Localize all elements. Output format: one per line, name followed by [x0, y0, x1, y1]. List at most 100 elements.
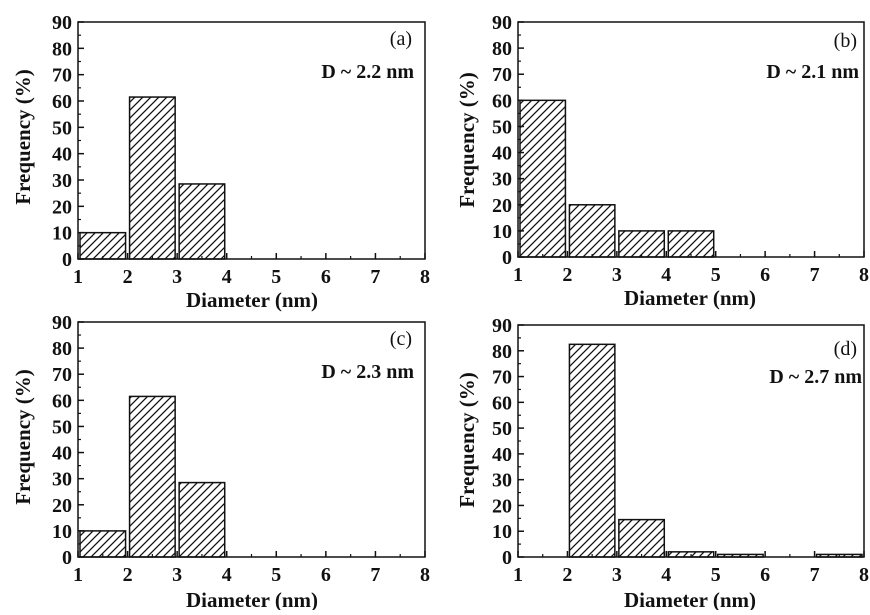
- y-tick-label: 30: [492, 169, 512, 191]
- panel-b: (b) D ~ 2.1 nm Diameter (nm) Frequency (…: [455, 12, 869, 310]
- y-tick-label: 10: [52, 223, 72, 245]
- x-tick-label: 7: [370, 564, 380, 586]
- histogram-bar: [178, 183, 226, 260]
- x-tick-label: 3: [172, 266, 182, 288]
- x-tick-label: 2: [123, 266, 133, 288]
- y-tick-label: 40: [492, 444, 512, 466]
- y-tick-label: 90: [492, 12, 512, 34]
- x-tick-label: 7: [370, 266, 380, 288]
- y-tick-label: 90: [492, 315, 512, 337]
- x-tick-label: 4: [222, 564, 232, 586]
- histogram-bar: [618, 518, 666, 558]
- y-tick-label: 80: [492, 341, 512, 363]
- x-tick-label: 7: [810, 564, 820, 586]
- panel-label: (b): [834, 30, 857, 52]
- mean-diameter-annotation: D ~ 2.1 nm: [766, 61, 859, 83]
- panel-label: (a): [390, 28, 412, 50]
- x-axis-title: Diameter (nm): [186, 288, 318, 312]
- y-tick-label: 0: [62, 547, 72, 569]
- panel-label: (d): [834, 338, 857, 360]
- y-tick-label: 80: [52, 38, 72, 60]
- x-tick-label: 8: [420, 564, 430, 586]
- y-tick-label: 20: [52, 495, 72, 517]
- y-tick-label: 80: [492, 38, 512, 60]
- x-tick-label: 5: [271, 564, 281, 586]
- x-tick-label: 4: [661, 564, 671, 586]
- y-tick-label: 0: [502, 547, 512, 569]
- x-tick-label: 1: [73, 266, 83, 288]
- y-tick-label: 50: [52, 416, 72, 438]
- x-tick-label: 8: [859, 564, 869, 586]
- histogram-bar: [128, 395, 176, 558]
- y-tick-label: 70: [52, 364, 72, 386]
- y-tick-label: 50: [52, 117, 72, 139]
- y-tick-label: 60: [52, 91, 72, 113]
- x-tick-label: 6: [760, 264, 770, 286]
- panel-c: (c) D ~ 2.3 nm Diameter (nm) Frequency (…: [11, 312, 430, 612]
- x-axis-title: Diameter (nm): [624, 588, 756, 610]
- y-tick-label: 50: [492, 116, 512, 138]
- y-tick-label: 60: [492, 90, 512, 112]
- y-tick-label: 50: [492, 418, 512, 440]
- y-tick-label: 20: [52, 196, 72, 218]
- y-tick-label: 70: [492, 64, 512, 86]
- panel-d: (d) D ~ 2.7 nm Diameter (nm) Frequency (…: [455, 315, 869, 612]
- y-tick-label: 40: [52, 144, 72, 166]
- y-tick-label: 30: [492, 470, 512, 492]
- mean-diameter-annotation: D ~ 2.7 nm: [769, 366, 862, 388]
- x-tick-label: 2: [123, 564, 133, 586]
- y-tick-label: 0: [502, 247, 512, 269]
- y-tick-label: 60: [52, 390, 72, 412]
- x-tick-label: 8: [859, 264, 869, 286]
- x-tick-label: 6: [321, 564, 331, 586]
- y-tick-label: 90: [52, 12, 72, 34]
- x-tick-label: 1: [513, 264, 523, 286]
- y-tick-label: 40: [492, 143, 512, 165]
- y-axis-title: Frequency (%): [455, 72, 479, 208]
- x-tick-label: 3: [172, 564, 182, 586]
- y-tick-label: 0: [62, 249, 72, 271]
- y-tick-label: 40: [52, 443, 72, 465]
- y-tick-label: 60: [492, 392, 512, 414]
- histogram-bar: [128, 96, 176, 260]
- y-axis-title: Frequency (%): [455, 372, 479, 508]
- histogram-bar: [178, 481, 226, 558]
- x-tick-label: 7: [810, 264, 820, 286]
- y-tick-label: 10: [492, 221, 512, 243]
- x-tick-label: 2: [562, 264, 572, 286]
- panel-label: (c): [390, 328, 412, 350]
- panel-a: (a) D ~ 2.2 nm Diameter (nm) Frequency (…: [11, 12, 430, 312]
- x-tick-label: 1: [73, 564, 83, 586]
- y-tick-label: 30: [52, 469, 72, 491]
- y-tick-label: 90: [52, 312, 72, 334]
- x-tick-label: 6: [760, 564, 770, 586]
- histogram-bar: [519, 99, 567, 258]
- y-tick-label: 70: [492, 367, 512, 389]
- x-tick-label: 6: [321, 266, 331, 288]
- y-tick-label: 10: [492, 521, 512, 543]
- x-tick-label: 3: [612, 264, 622, 286]
- histogram-bar: [79, 530, 127, 558]
- y-tick-label: 10: [52, 521, 72, 543]
- x-axis-title: Diameter (nm): [186, 588, 318, 610]
- y-tick-label: 20: [492, 495, 512, 517]
- y-axis-title: Frequency (%): [11, 69, 35, 205]
- mean-diameter-annotation: D ~ 2.3 nm: [321, 361, 414, 383]
- x-tick-label: 5: [271, 266, 281, 288]
- y-tick-label: 70: [52, 65, 72, 87]
- x-tick-label: 3: [612, 564, 622, 586]
- histogram-bar: [568, 343, 616, 558]
- y-tick-label: 80: [52, 338, 72, 360]
- histogram-bar: [618, 230, 666, 258]
- y-tick-label: 20: [492, 195, 512, 217]
- histogram-bar: [667, 230, 715, 258]
- x-tick-label: 1: [513, 564, 523, 586]
- x-tick-label: 2: [562, 564, 572, 586]
- x-tick-label: 8: [420, 266, 430, 288]
- x-tick-label: 4: [222, 266, 232, 288]
- y-axis-title: Frequency (%): [11, 369, 35, 505]
- x-tick-label: 5: [711, 264, 721, 286]
- mean-diameter-annotation: D ~ 2.2 nm: [321, 61, 414, 83]
